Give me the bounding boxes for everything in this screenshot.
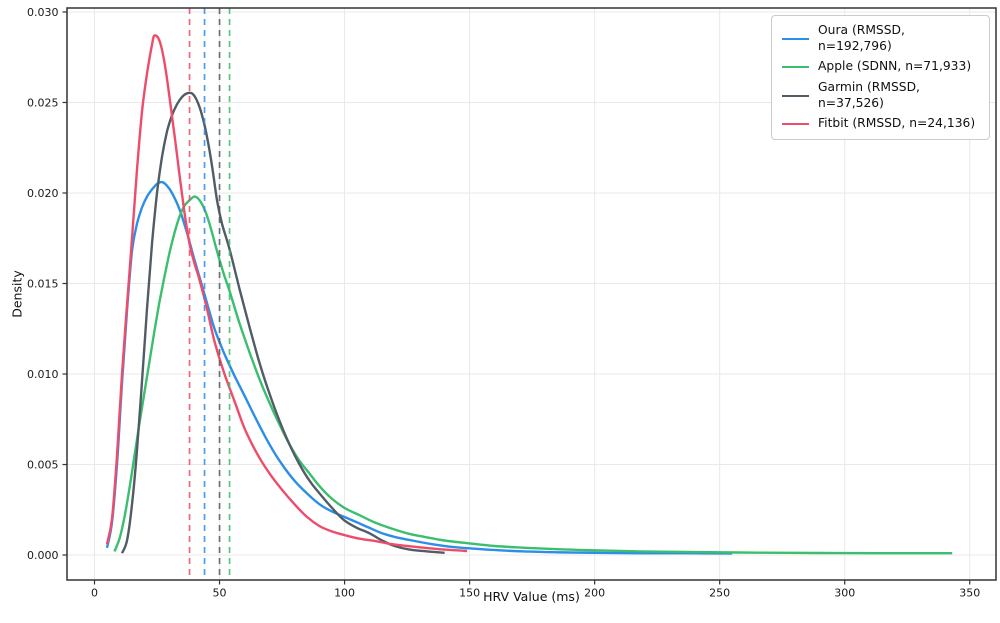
density-curve-fitbit — [105, 34, 468, 553]
x-tick-label: 200 — [584, 587, 605, 600]
y-tick-label: 0.025 — [27, 96, 59, 109]
x-tick-label: 250 — [709, 587, 730, 600]
legend: Oura (RMSSD, n=192,796) Apple (SDNN, n=71… — [771, 15, 990, 141]
legend-line-sample-fitbit — [782, 123, 809, 126]
y-tick-label: 0.005 — [27, 458, 59, 471]
legend-label-fitbit: Fitbit (RMSSD, n=24,136) — [818, 116, 976, 131]
legend-item-garmin: Garmin (RMSSD, n=37,526) — [782, 80, 979, 112]
y-tick-label: 0.030 — [27, 6, 59, 19]
y-axis-label: Density — [9, 270, 25, 318]
legend-line-sample-oura — [782, 37, 809, 40]
x-tick-label: 350 — [959, 587, 980, 600]
density-curve-oura — [105, 180, 733, 555]
legend-item-oura: Oura (RMSSD, n=192,796) — [782, 23, 979, 55]
density-curve-garmin — [120, 91, 445, 554]
x-tick-label: 100 — [334, 587, 355, 600]
legend-item-fitbit: Fitbit (RMSSD, n=24,136) — [782, 116, 979, 132]
y-tick-label: 0.020 — [27, 187, 59, 200]
axes-frame — [66, 7, 997, 581]
legend-item-apple: Apple (SDNN, n=71,933) — [782, 59, 979, 75]
y-tick-label: 0.010 — [27, 368, 59, 381]
x-tick-label: 50 — [213, 587, 227, 600]
x-tick-label: 300 — [834, 587, 855, 600]
x-tick-label: 0 — [91, 587, 98, 600]
legend-label-oura: Oura (RMSSD, n=192,796) — [818, 23, 905, 53]
y-tick-label: 0.015 — [27, 277, 59, 290]
legend-label-garmin: Garmin (RMSSD, n=37,526) — [818, 79, 920, 110]
legend-label-apple: Apple (SDNN, n=71,933) — [818, 59, 972, 74]
density-curve-apple — [113, 195, 953, 555]
legend-line-sample-apple — [782, 66, 809, 69]
x-tick-label: 150 — [459, 587, 480, 600]
x-axis-label: HRV Value (ms) — [483, 589, 580, 604]
y-tick-label: 0.000 — [27, 549, 59, 562]
legend-line-sample-garmin — [782, 94, 809, 97]
